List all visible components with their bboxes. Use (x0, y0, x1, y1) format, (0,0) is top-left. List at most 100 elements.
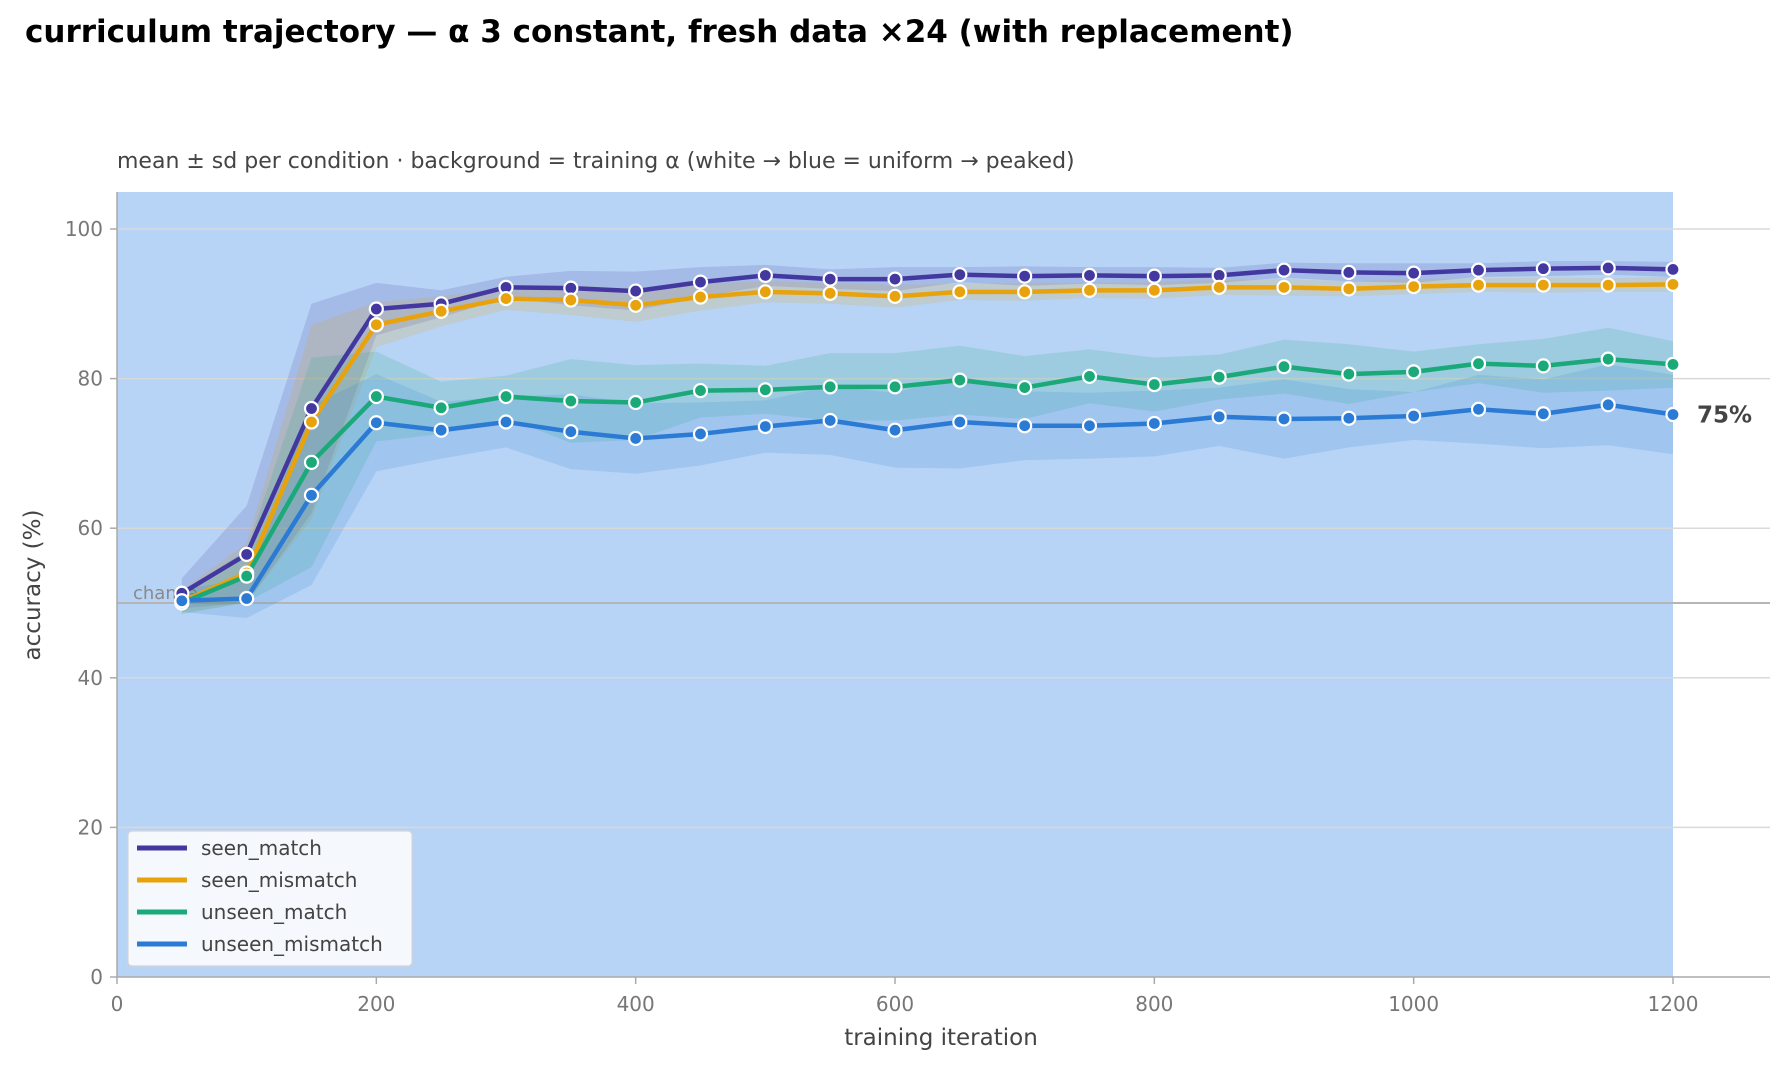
point-unseen_mismatch-450 (692, 426, 709, 442)
point-unseen_match-500 (757, 382, 773, 398)
point-seen_mismatch-350 (563, 292, 579, 308)
point-unseen_mismatch-900 (1276, 411, 1292, 427)
point-unseen_match-550 (822, 379, 838, 395)
point-unseen_mismatch-1050 (1470, 401, 1487, 417)
y-tick-label-40: 40 (78, 666, 103, 690)
point-unseen_mismatch-750 (1081, 418, 1098, 434)
line-unseen_mismatch (179, 402, 1676, 604)
point-unseen_match-750 (1081, 368, 1098, 384)
x-tick-label-400: 400 (617, 992, 655, 1016)
end-value-label: 75% (1697, 403, 1752, 429)
point-unseen_match-800 (1146, 376, 1162, 393)
point-unseen_mismatch-1000 (1406, 408, 1422, 424)
point-seen_mismatch-600 (887, 288, 903, 304)
point-seen_match-1150 (1600, 260, 1616, 276)
point-unseen_mismatch-50 (174, 593, 190, 609)
point-unseen_match-1200 (1665, 356, 1681, 372)
point-unseen_match-450 (692, 382, 709, 399)
point-unseen_mismatch-650 (952, 414, 968, 430)
point-seen_mismatch-700 (1017, 284, 1033, 300)
point-seen_match-900 (1276, 262, 1292, 278)
point-seen_mismatch-750 (1081, 282, 1098, 298)
point-seen_match-1000 (1406, 265, 1422, 281)
point-unseen_match-1150 (1600, 351, 1616, 367)
point-unseen_match-250 (433, 400, 449, 416)
point-unseen_mismatch-800 (1146, 415, 1162, 432)
point-unseen_mismatch-550 (822, 412, 838, 429)
line-seen_match (179, 265, 1676, 596)
point-unseen_mismatch-200 (368, 415, 384, 431)
point-unseen_mismatch-1150 (1600, 397, 1616, 413)
point-unseen_match-300 (498, 388, 514, 405)
point-seen_mismatch-400 (628, 297, 644, 313)
y-tick-label-60: 60 (78, 516, 103, 540)
point-unseen_mismatch-700 (1017, 418, 1033, 434)
point-seen_mismatch-950 (1341, 281, 1357, 297)
y-tick-label-80: 80 (78, 367, 103, 391)
x-tick-label-0: 0 (111, 992, 124, 1016)
legend: seen_match seen_mismatch unseen_matchunsee… (127, 830, 413, 967)
point-seen_mismatch-1200 (1665, 276, 1681, 292)
point-unseen_match-900 (1276, 359, 1292, 375)
axes: 0 200 400 600 800 1000 1200 0 20 40 60 80 100 trainin… (20, 192, 1770, 1051)
point-seen_mismatch-1000 (1406, 278, 1422, 295)
point-unseen_mismatch-300 (498, 414, 514, 430)
point-seen_mismatch-450 (692, 289, 709, 305)
point-unseen_match-850 (1211, 369, 1227, 385)
x-axis-label: training iteration (844, 1025, 1038, 1051)
point-seen_match-1100 (1535, 261, 1551, 277)
point-unseen_mismatch-350 (563, 424, 579, 440)
point-seen_match-950 (1341, 264, 1357, 280)
point-unseen_mismatch-150 (303, 487, 320, 503)
series-points (174, 260, 1681, 611)
point-unseen_match-650 (952, 372, 968, 388)
y-tick-label-20: 20 (78, 815, 103, 839)
point-unseen_mismatch-400 (628, 430, 644, 447)
chart-subtitle: mean ± sd per condition · background = t… (117, 149, 1075, 174)
point-unseen_match-400 (628, 394, 644, 411)
point-unseen_mismatch-250 (433, 422, 449, 438)
point-seen_mismatch-900 (1276, 279, 1292, 295)
x-tick-label-200: 200 (357, 992, 395, 1016)
x-tick-label-1000: 1000 (1388, 992, 1439, 1016)
point-seen_mismatch-250 (433, 303, 449, 319)
point-seen_match-600 (887, 271, 903, 287)
point-unseen_match-1000 (1406, 364, 1422, 380)
point-seen_match-450 (692, 274, 709, 290)
point-unseen_mismatch-950 (1341, 410, 1357, 426)
point-seen_mismatch-550 (822, 285, 838, 301)
point-seen_match-500 (757, 267, 773, 283)
point-unseen_match-150 (303, 454, 320, 470)
point-seen_mismatch-200 (368, 317, 384, 333)
point-unseen_match-950 (1341, 366, 1357, 382)
point-seen_match-700 (1017, 268, 1033, 284)
y-tick-label-0: 0 (90, 965, 103, 989)
point-unseen_mismatch-850 (1211, 409, 1227, 425)
point-unseen_mismatch-100 (239, 590, 255, 607)
point-unseen_match-700 (1017, 379, 1033, 396)
point-seen_match-1050 (1470, 262, 1487, 278)
point-seen_mismatch-500 (757, 284, 773, 300)
chart-title: curriculum trajectory — α 3 constant, fr… (25, 14, 1294, 50)
point-seen_match-400 (628, 283, 644, 299)
legend-box (127, 830, 413, 967)
point-unseen_match-1050 (1470, 356, 1487, 372)
point-seen_match-100 (239, 546, 255, 562)
point-unseen_mismatch-1200 (1665, 406, 1681, 423)
point-seen_mismatch-650 (952, 284, 968, 300)
x-tick-label-600: 600 (876, 992, 914, 1016)
legend-label-seen_match: seen_match (201, 836, 322, 860)
point-seen_match-1200 (1665, 261, 1681, 277)
point-unseen_match-200 (368, 388, 384, 405)
point-seen_mismatch-300 (498, 290, 514, 307)
point-seen_mismatch-1150 (1600, 277, 1616, 293)
x-tick-label-800: 800 (1135, 992, 1173, 1016)
point-seen_mismatch-850 (1211, 279, 1227, 295)
point-unseen_match-600 (887, 379, 903, 395)
point-seen_match-750 (1081, 267, 1098, 283)
point-seen_match-200 (368, 301, 384, 317)
point-seen_match-150 (303, 400, 320, 417)
series-lines (179, 265, 1676, 606)
legend-label-unseen_mismatch: unseen_mismatch (201, 932, 383, 956)
